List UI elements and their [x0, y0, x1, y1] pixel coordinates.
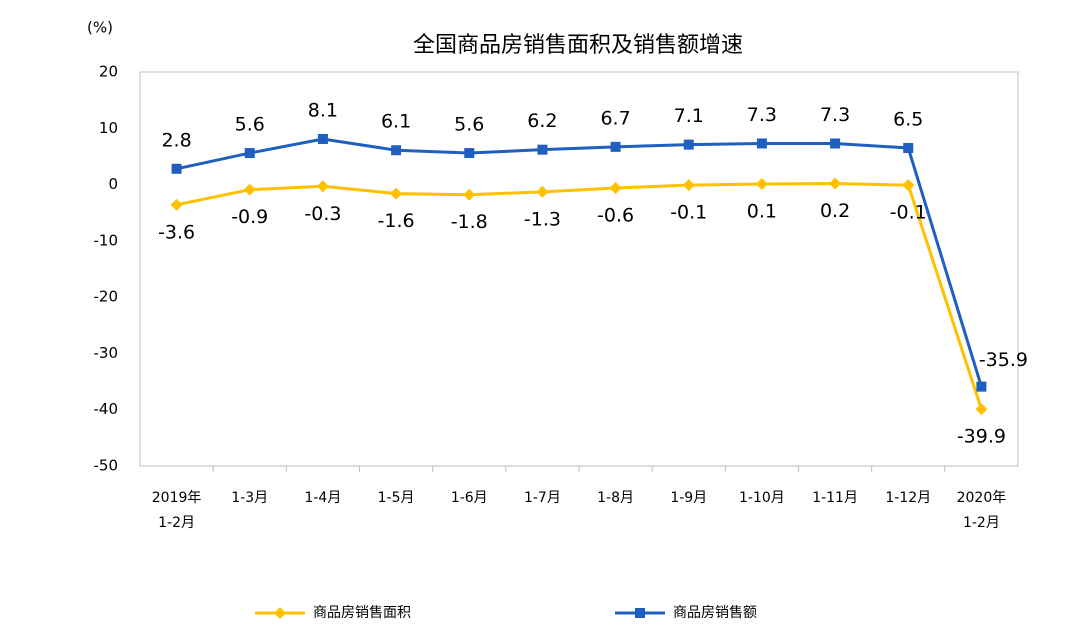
point	[903, 142, 914, 153]
plot-area	[139, 71, 1019, 467]
x-tick-label: 1-5月	[378, 490, 415, 506]
value-label: 6.2	[527, 110, 557, 132]
point	[610, 141, 621, 152]
point	[830, 138, 841, 149]
point	[755, 178, 768, 191]
point	[609, 181, 622, 194]
x-tick-label: 1-7月	[524, 490, 561, 506]
value-label: 2.8	[161, 129, 191, 151]
x-tick-label: 1-4月	[304, 490, 341, 506]
value-label: -39.9	[957, 426, 1006, 448]
series-line	[176, 181, 983, 410]
legend-label: 商品房销售额	[673, 605, 757, 621]
x-tick-label: 2020年 1-2月	[957, 490, 1007, 531]
point	[902, 179, 915, 192]
value-label: 7.1	[674, 105, 704, 127]
point	[317, 133, 328, 144]
x-tick-label: 1-10月	[739, 490, 785, 506]
value-label: -3.6	[158, 221, 195, 243]
series-line	[176, 137, 983, 388]
value-label: 8.1	[308, 99, 338, 121]
point	[536, 185, 549, 198]
point	[390, 187, 403, 200]
point	[683, 139, 694, 150]
point	[464, 148, 475, 159]
y-tick-label: -40	[94, 400, 119, 418]
value-label: 7.3	[820, 104, 850, 126]
x-tick-label: 1-3月	[231, 490, 268, 506]
value-label: -1.3	[524, 208, 561, 230]
value-label: -0.1	[890, 202, 927, 224]
value-label: -1.8	[451, 211, 488, 233]
x-tick-label: 1-8月	[597, 490, 634, 506]
y-tick-label: -30	[94, 344, 119, 362]
y-tick-label: -50	[94, 457, 119, 475]
y-unit-label: (%)	[87, 19, 113, 37]
value-label: -1.6	[378, 210, 415, 232]
value-label: 0.2	[820, 200, 850, 222]
y-tick-label: 0	[108, 175, 118, 193]
point	[243, 183, 256, 196]
point	[170, 198, 183, 211]
y-tick-label: 20	[99, 63, 118, 81]
point	[976, 381, 987, 392]
point	[975, 403, 988, 416]
value-label: 5.6	[235, 114, 265, 136]
point	[635, 608, 645, 618]
value-label: 6.5	[893, 108, 923, 130]
point	[274, 607, 286, 619]
x-tick-label: 1-6月	[451, 490, 488, 506]
x-tick-label: 1-11月	[812, 490, 858, 506]
x-tick-label: 2019年 1-2月	[152, 490, 202, 531]
y-tick-label: -10	[94, 231, 119, 249]
value-label: 6.7	[600, 107, 630, 129]
value-label: 6.1	[381, 111, 411, 133]
point	[682, 179, 695, 192]
legend-label: 商品房销售面积	[313, 605, 411, 621]
point	[829, 177, 842, 190]
value-label: -35.9	[979, 349, 1028, 371]
value-label: 0.1	[747, 201, 777, 223]
point	[537, 144, 548, 155]
point	[391, 145, 402, 156]
x-tick-label: 1-9月	[670, 490, 707, 506]
point	[316, 180, 329, 193]
point	[756, 138, 767, 149]
x-tick-label: 1-12月	[885, 490, 931, 506]
chart-title: 全国商品房销售面积及销售额增速	[413, 33, 743, 58]
point	[171, 163, 182, 174]
point	[244, 148, 255, 159]
value-label: -0.1	[670, 202, 707, 224]
value-label: 5.6	[454, 114, 484, 136]
value-label: 7.3	[747, 104, 777, 126]
y-tick-label: 10	[99, 119, 118, 137]
value-label: -0.6	[597, 204, 634, 226]
value-label: -0.9	[231, 206, 268, 228]
value-label: -0.3	[304, 203, 341, 225]
point	[463, 188, 476, 201]
y-tick-label: -20	[94, 288, 119, 306]
